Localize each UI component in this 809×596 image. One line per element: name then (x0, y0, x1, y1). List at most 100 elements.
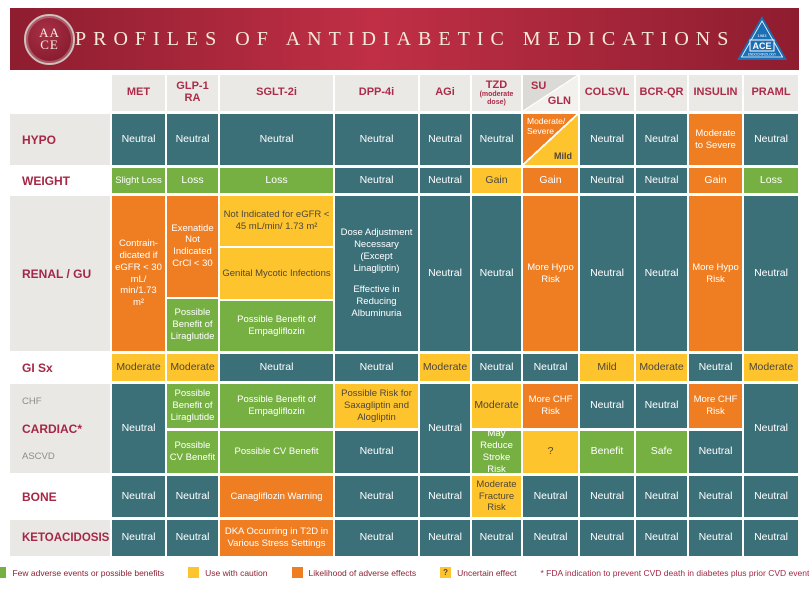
col-header-tzd-subtext: (moderate dose) (479, 91, 514, 106)
cell-gisx-tzd: Neutral (472, 354, 521, 381)
cell-renal-sglt2i-empagliflozin: Possible Benefit of Empagliflozin (220, 300, 333, 351)
cell-chf-colsvl: Neutral (580, 384, 634, 428)
cell-hypo-agi: Neutral (420, 114, 470, 165)
cell-renal-glp1ra-exenatide: Exenatide Not Indicated CrCl < 30 (167, 196, 218, 297)
cell-bone-su-gln: Neutral (523, 476, 578, 517)
ace-logo: 1983 ACE ENDOCRINOLOGY (737, 16, 788, 60)
legend-uncertain-label: Uncertain effect (457, 567, 517, 578)
cell-gisx-su-gln: Neutral (523, 354, 578, 381)
cell-renal-tzd: Neutral (472, 196, 521, 351)
cell-renal-su-gln: More Hypo Risk (523, 196, 578, 351)
cell-gisx-colsvl: Mild (580, 354, 634, 381)
fda-footnote: * FDA indication to prevent CVD death in… (540, 567, 809, 578)
cell-hypo-bcr-qr: Neutral (636, 114, 687, 165)
row-label-chf: CHF (22, 395, 42, 407)
aace-logo: AA CE (24, 13, 75, 65)
cell-weight-praml: Loss (744, 168, 798, 193)
cell-hypo-gln: Mild (554, 150, 572, 161)
cell-ascvd-bcr-qr: Safe (636, 431, 687, 473)
row-label-hypo: HYPO (10, 114, 110, 165)
cell-weight-bcr-qr: Neutral (636, 168, 687, 193)
cell-ascvd-glp1ra: Possible CV Benefit (167, 431, 218, 473)
cell-chf-tzd: Moderate (472, 384, 521, 428)
cell-keto-agi: Neutral (420, 520, 470, 556)
cell-keto-su-gln: Neutral (523, 520, 578, 556)
cell-keto-sglt2i: DKA Occurring in T2D in Various Stress S… (220, 520, 333, 556)
cell-keto-met: Neutral (112, 520, 165, 556)
cell-gisx-insulin: Neutral (689, 354, 742, 381)
col-header-tzd: TZD (moderate dose) (472, 75, 521, 111)
title-banner: AA CE PROFILES OF ANTIDIABETIC MEDICATIO… (10, 8, 799, 70)
cell-ascvd-su-gln: ? (523, 431, 578, 473)
col-header-sglt2i: SGLT-2i (220, 75, 333, 111)
cell-ascvd-colsvl: Benefit (580, 431, 634, 473)
orange-swatch-icon (291, 567, 303, 578)
cell-chf-insulin: More CHF Risk (689, 384, 742, 428)
legend-adverse-label: Likelihood of adverse effects (308, 567, 417, 578)
cell-keto-dpp4i: Neutral (335, 520, 418, 556)
cell-hypo-dpp4i: Neutral (335, 114, 418, 165)
cell-bone-insulin: Neutral (689, 476, 742, 517)
legend-caution-label: Use with caution (205, 567, 268, 578)
cell-ascvd-dpp4i: Neutral (335, 431, 418, 473)
cell-bone-praml: Neutral (744, 476, 798, 517)
cell-weight-dpp4i: Neutral (335, 168, 418, 193)
yellow-swatch-icon (188, 567, 200, 578)
cell-bone-colsvl: Neutral (580, 476, 634, 517)
col-header-gln: GLN (547, 95, 571, 107)
col-header-su-gln: SU GLN (523, 75, 578, 111)
cell-chf-su-gln: More CHF Risk (523, 384, 578, 428)
col-header-bcr-qr: BCR-QR (636, 75, 687, 111)
col-header-su: SU (531, 80, 547, 92)
cell-weight-tzd: Gain (472, 168, 521, 193)
cell-renal-bcr-qr: Neutral (636, 196, 687, 351)
col-header-insulin: INSULIN (689, 75, 742, 111)
cell-weight-met: Slight Loss (112, 168, 165, 193)
col-header-tzd-label: TZD (485, 78, 508, 91)
cell-bone-bcr-qr: Neutral (636, 476, 687, 517)
cell-renal-glp1ra-liraglutide: Possible Benefit of Liraglutide (167, 298, 218, 351)
cell-hypo-tzd: Neutral (472, 114, 521, 165)
cell-bone-dpp4i: Neutral (335, 476, 418, 517)
cell-renal-dpp4i-dose: Dose Adjustment Necessary (Except Linagl… (340, 227, 413, 275)
aace-logo-text-bottom: CE (40, 37, 59, 52)
cell-keto-insulin: Neutral (689, 520, 742, 556)
cell-gisx-sglt2i: Neutral (220, 354, 333, 381)
row-label-ascvd: ASCVD (22, 450, 55, 462)
row-label-gi-sx: GI Sx (22, 360, 53, 375)
col-header-colsvl: COLSVL (580, 75, 634, 111)
cell-renal-met: Contrain-dicated if eGFR < 30 mL/ min/1.… (112, 196, 165, 351)
cell-renal-sglt2i-egfr: Not Indicated for eGFR < 45 mL/min/ 1.73… (220, 196, 333, 247)
col-header-agi: AGi (420, 75, 470, 111)
row-label-cardiac-main: CARDIAC* (22, 421, 82, 436)
legend-item-caution: Use with caution (188, 567, 268, 578)
col-header-dpp4i: DPP-4i (335, 75, 418, 111)
col-header-glp1ra: GLP-1 RA (167, 75, 218, 111)
cell-weight-glp1ra: Loss (167, 168, 218, 193)
cell-hypo-praml: Neutral (744, 114, 798, 165)
cell-gisx-agi: Moderate (420, 354, 470, 381)
row-label-cardiac: CHF CARDIAC* ASCVD (10, 384, 110, 473)
cell-ascvd-insulin: Neutral (689, 431, 742, 473)
row-label-ketoacidosis: KETOACIDOSIS (10, 520, 110, 556)
cell-hypo-su-gln: Moderate/ Severe Mild (523, 114, 578, 165)
legend-benefits-label: Few adverse events or possible benefits (12, 567, 165, 578)
cell-gisx-bcr-qr: Moderate (636, 354, 687, 381)
cell-chf-sglt2i: Possible Benefit of Empagliflozin (220, 384, 333, 428)
cell-chf-glp1ra: Possible Benefit of Liraglutide (167, 384, 218, 428)
row-label-bone: BONE (22, 489, 57, 504)
ace-logo-subtext: ENDOCRINOLOGY (748, 53, 777, 57)
cell-bone-met: Neutral (112, 476, 165, 517)
cell-chf-bcr-qr: Neutral (636, 384, 687, 428)
cell-renal-insulin: More Hypo Risk (689, 196, 742, 351)
cell-gisx-praml: Moderate (744, 354, 798, 381)
legend-item-adverse: Likelihood of adverse effects (291, 567, 417, 578)
cell-gisx-glp1ra: Moderate (167, 354, 218, 381)
cell-bone-glp1ra: Neutral (167, 476, 218, 517)
cell-weight-colsvl: Neutral (580, 168, 634, 193)
green-swatch-icon (0, 567, 7, 578)
cell-bone-sglt2i: Canagliflozin Warning (220, 476, 333, 517)
cell-bone-agi: Neutral (420, 476, 470, 517)
cell-cardiac-agi: Neutral (420, 384, 470, 473)
cell-weight-agi: Neutral (420, 168, 470, 193)
